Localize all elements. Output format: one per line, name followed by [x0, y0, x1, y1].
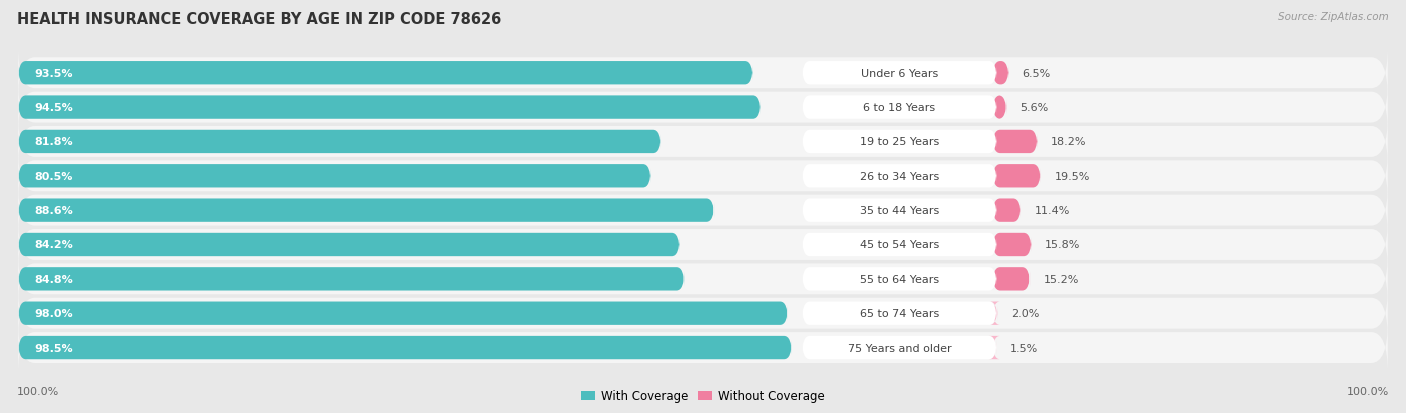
- FancyBboxPatch shape: [18, 288, 1388, 339]
- Text: 35 to 44 Years: 35 to 44 Years: [859, 206, 939, 216]
- Text: 100.0%: 100.0%: [1347, 387, 1389, 396]
- Text: 15.8%: 15.8%: [1045, 240, 1081, 250]
- Text: Under 6 Years: Under 6 Years: [860, 69, 938, 78]
- FancyBboxPatch shape: [993, 62, 1008, 85]
- FancyBboxPatch shape: [993, 199, 1021, 222]
- FancyBboxPatch shape: [18, 199, 714, 222]
- Text: 88.6%: 88.6%: [35, 206, 73, 216]
- Text: 2.0%: 2.0%: [1011, 309, 1039, 318]
- FancyBboxPatch shape: [993, 233, 1032, 256]
- FancyBboxPatch shape: [18, 62, 752, 85]
- FancyBboxPatch shape: [803, 96, 997, 119]
- FancyBboxPatch shape: [803, 62, 997, 85]
- Text: 98.0%: 98.0%: [35, 309, 73, 318]
- FancyBboxPatch shape: [18, 322, 1388, 373]
- FancyBboxPatch shape: [993, 96, 1007, 119]
- Text: 26 to 34 Years: 26 to 34 Years: [859, 171, 939, 181]
- Text: Source: ZipAtlas.com: Source: ZipAtlas.com: [1278, 12, 1389, 22]
- FancyBboxPatch shape: [18, 151, 1388, 202]
- Text: 84.8%: 84.8%: [35, 274, 73, 284]
- FancyBboxPatch shape: [803, 165, 997, 188]
- Text: 80.5%: 80.5%: [35, 171, 73, 181]
- FancyBboxPatch shape: [18, 131, 661, 154]
- FancyBboxPatch shape: [990, 302, 1000, 325]
- FancyBboxPatch shape: [803, 302, 997, 325]
- FancyBboxPatch shape: [18, 254, 1388, 305]
- FancyBboxPatch shape: [18, 165, 651, 188]
- Text: HEALTH INSURANCE COVERAGE BY AGE IN ZIP CODE 78626: HEALTH INSURANCE COVERAGE BY AGE IN ZIP …: [17, 12, 501, 27]
- FancyBboxPatch shape: [803, 268, 997, 291]
- Text: 5.6%: 5.6%: [1019, 103, 1049, 113]
- Text: 19.5%: 19.5%: [1054, 171, 1090, 181]
- Text: 94.5%: 94.5%: [35, 103, 73, 113]
- Text: 1.5%: 1.5%: [1010, 343, 1038, 353]
- Text: 98.5%: 98.5%: [35, 343, 73, 353]
- FancyBboxPatch shape: [18, 116, 1388, 168]
- Text: 6 to 18 Years: 6 to 18 Years: [863, 103, 935, 113]
- Legend: With Coverage, Without Coverage: With Coverage, Without Coverage: [576, 385, 830, 407]
- Text: 100.0%: 100.0%: [17, 387, 59, 396]
- FancyBboxPatch shape: [803, 131, 997, 154]
- Text: 19 to 25 Years: 19 to 25 Years: [859, 137, 939, 147]
- FancyBboxPatch shape: [18, 268, 685, 291]
- FancyBboxPatch shape: [988, 336, 1000, 359]
- Text: 6.5%: 6.5%: [1022, 69, 1050, 78]
- Text: 81.8%: 81.8%: [35, 137, 73, 147]
- FancyBboxPatch shape: [803, 199, 997, 222]
- FancyBboxPatch shape: [18, 219, 1388, 271]
- FancyBboxPatch shape: [18, 302, 787, 325]
- FancyBboxPatch shape: [803, 336, 997, 359]
- Text: 65 to 74 Years: 65 to 74 Years: [859, 309, 939, 318]
- FancyBboxPatch shape: [18, 82, 1388, 133]
- FancyBboxPatch shape: [18, 48, 1388, 99]
- FancyBboxPatch shape: [993, 165, 1040, 188]
- FancyBboxPatch shape: [993, 131, 1038, 154]
- FancyBboxPatch shape: [18, 233, 679, 256]
- Text: 84.2%: 84.2%: [35, 240, 73, 250]
- Text: 11.4%: 11.4%: [1035, 206, 1070, 216]
- Text: 55 to 64 Years: 55 to 64 Years: [860, 274, 939, 284]
- FancyBboxPatch shape: [18, 96, 761, 119]
- Text: 75 Years and older: 75 Years and older: [848, 343, 952, 353]
- FancyBboxPatch shape: [803, 233, 997, 256]
- FancyBboxPatch shape: [18, 336, 792, 359]
- FancyBboxPatch shape: [18, 185, 1388, 236]
- Text: 15.2%: 15.2%: [1043, 274, 1080, 284]
- Text: 45 to 54 Years: 45 to 54 Years: [859, 240, 939, 250]
- FancyBboxPatch shape: [993, 268, 1031, 291]
- Text: 93.5%: 93.5%: [35, 69, 73, 78]
- Text: 18.2%: 18.2%: [1052, 137, 1087, 147]
